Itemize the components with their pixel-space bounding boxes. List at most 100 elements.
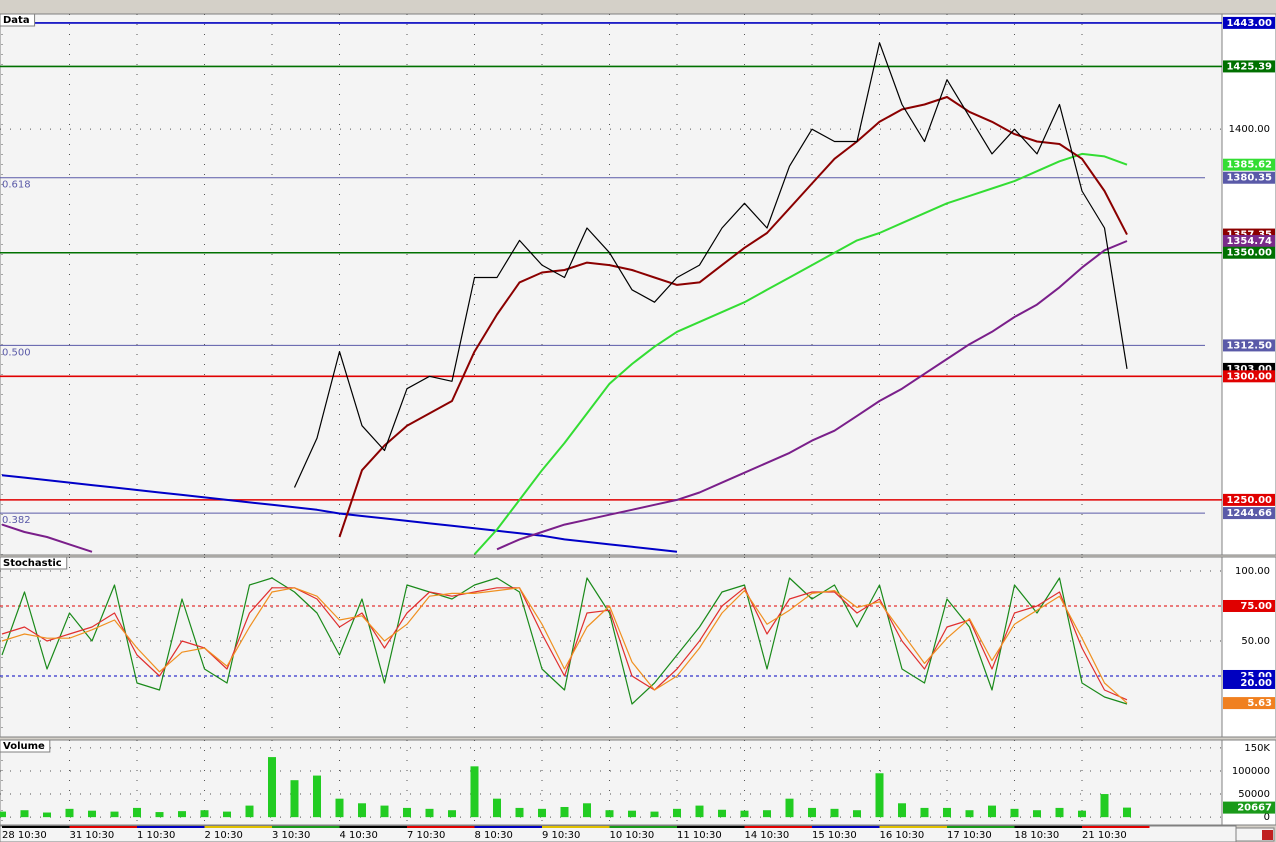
volume-bar (1055, 807, 1064, 818)
series-line (1, 240, 1128, 553)
volume-bar (155, 812, 164, 818)
volume-bar (898, 803, 906, 818)
y-tick-label: 100.00 (1235, 566, 1270, 577)
volume-bar (1033, 810, 1041, 818)
day-band (744, 826, 812, 828)
fib-label: 0.618 (2, 180, 31, 191)
volume-bar (268, 757, 276, 818)
y-tick-label: 1400.00 (1229, 124, 1270, 135)
pane-title: Data (3, 15, 30, 26)
volume-bar (65, 808, 74, 818)
pane-bg (0, 556, 1223, 738)
volume-bar (718, 809, 726, 818)
y-tick-label: 50000 (1238, 789, 1270, 800)
x-tick-label: 15 10:30 (812, 830, 857, 841)
day-band (677, 826, 745, 828)
level-label: 1380.35 (1226, 173, 1272, 184)
series-line (1, 587, 1128, 701)
level-label: 1350.00 (1226, 248, 1272, 259)
x-tick-label: 3 10:30 (272, 830, 310, 841)
volume-bar (1078, 810, 1086, 818)
level-box (1223, 493, 1275, 506)
x-tick-label: 31 10:30 (70, 830, 115, 841)
pane-title-bg (0, 556, 68, 570)
volume-bar (0, 811, 6, 818)
day-band (137, 826, 205, 828)
volume-bar (943, 807, 951, 818)
y-tick-label: 100000 (1232, 766, 1270, 777)
volume-bar (830, 808, 839, 818)
day-band (879, 826, 947, 828)
level-label: 20.00 (1240, 678, 1272, 689)
volume-bar (583, 803, 591, 818)
x-tick-label: 8 10:30 (475, 830, 513, 841)
volume-bar (988, 805, 996, 818)
series-line (1, 587, 1128, 704)
volume-bar (470, 766, 479, 818)
pane-title: Stochastic (3, 558, 62, 569)
axis-bg (1221, 13, 1276, 556)
level-label: 1303.00 (1226, 364, 1272, 375)
day-band (542, 826, 610, 828)
level-box (1223, 246, 1275, 259)
level-box (1223, 339, 1275, 352)
level-box (1223, 676, 1275, 689)
level-box (1223, 60, 1275, 73)
y-tick-label: 150K (1244, 743, 1270, 754)
level-label: 75.00 (1240, 601, 1272, 612)
x-tick-label: 14 10:30 (745, 830, 790, 841)
day-band (1014, 826, 1082, 828)
series-line (1, 577, 1128, 705)
level-box (1223, 158, 1275, 171)
volume-bar (313, 775, 321, 818)
level-box (1223, 507, 1275, 520)
last-volume-box (1223, 801, 1275, 814)
level-label: 1244.66 (1226, 508, 1272, 519)
level-box (1223, 235, 1275, 248)
level-box (1223, 697, 1275, 710)
x-tick-label: 16 10:30 (880, 830, 925, 841)
level-box (1223, 171, 1275, 184)
series-line (293, 42, 1128, 488)
level-label: 1425.39 (1226, 61, 1272, 72)
x-tick-label: 18 10:30 (1015, 830, 1060, 841)
x-tick-label: 7 10:30 (407, 830, 445, 841)
pane-title-bg (0, 13, 36, 27)
volume-bar (1010, 808, 1019, 818)
day-band (69, 826, 137, 828)
day-band (407, 826, 475, 828)
day-band (812, 826, 880, 828)
pane-title-bg (0, 739, 51, 753)
x-tick-label: 11 10:30 (677, 830, 722, 841)
day-band (1082, 826, 1150, 828)
pane-bg (0, 13, 1223, 556)
x-tick-label: 21 10:30 (1082, 830, 1127, 841)
volume-bar (223, 811, 231, 818)
volume-bar (43, 812, 51, 818)
day-band (204, 826, 272, 828)
volume-bar (380, 805, 389, 818)
volume-bar (560, 806, 569, 818)
day-band (339, 826, 407, 828)
level-label: 1354.74 (1226, 236, 1272, 247)
x-tick-label: 1 10:30 (137, 830, 175, 841)
volume-bar (290, 780, 299, 818)
volume-bar (965, 810, 974, 818)
series-line (1, 474, 678, 553)
volume-bar (493, 798, 501, 818)
series-line (473, 152, 1128, 555)
volume-bar (785, 798, 794, 818)
volume-bar (920, 807, 929, 818)
x-tick-label: 4 10:30 (340, 830, 378, 841)
fib-label: 0.500 (2, 347, 31, 358)
volume-bar (875, 773, 884, 818)
volume-bar (358, 803, 366, 818)
level-box (1223, 16, 1275, 29)
axis-bg (1221, 556, 1276, 738)
volume-bar (425, 808, 434, 818)
level-box (1223, 599, 1275, 612)
volume-bar (178, 811, 186, 818)
scroll-button[interactable] (1262, 830, 1273, 840)
level-label: 25.00 (1240, 671, 1272, 682)
volume-bar (1123, 807, 1131, 818)
